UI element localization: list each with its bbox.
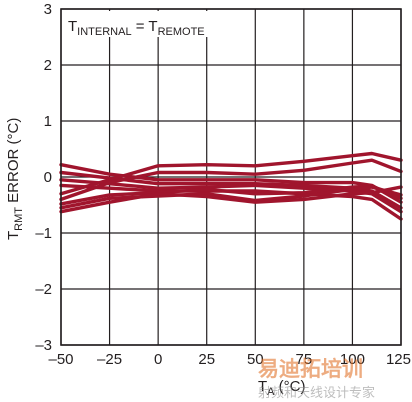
x-axis-title: TA (°C) <box>258 378 306 398</box>
annotation-label: TINTERNAL = TREMOTE <box>68 18 205 38</box>
x-tick-label: –25 <box>97 351 122 368</box>
annotation-background <box>64 11 230 37</box>
y-tick-label: 0 <box>44 169 52 186</box>
series-line <box>59 158 403 202</box>
y-tick-label: –1 <box>35 225 52 242</box>
series-line <box>59 151 403 196</box>
x-tick-label: 50 <box>247 351 264 368</box>
watermark-sub: 射频和天线设计专家 <box>258 385 375 401</box>
y-tick-label: 3 <box>44 1 52 18</box>
x-tick-label: 0 <box>154 351 162 368</box>
x-tick-label: 100 <box>340 351 365 368</box>
x-tick-labels: –50 –25 0 25 50 75 100 125 <box>48 351 411 368</box>
plot-frame <box>60 8 402 346</box>
y-tick-label: 2 <box>44 57 52 74</box>
y-axis-title: TRMT ERROR (°C) <box>5 118 25 240</box>
y-tick-labels: 3 2 1 0 –1 –2 –3 <box>35 1 52 354</box>
x-tick-label: 75 <box>296 351 313 368</box>
watermark-main: 易迪拓培训 <box>258 357 363 381</box>
x-tick-label: –50 <box>48 351 73 368</box>
watermark-logo: 易迪拓培训 射频和天线设计专家 <box>258 357 375 401</box>
series-line <box>59 183 403 221</box>
x-tick-label: 125 <box>386 351 411 368</box>
series-group <box>59 151 403 221</box>
y-tick-label: –2 <box>35 281 52 298</box>
x-tick-label: 25 <box>198 351 215 368</box>
y-tick-label: –3 <box>35 337 52 354</box>
series-line <box>59 185 403 214</box>
y-tick-label: 1 <box>44 113 52 130</box>
